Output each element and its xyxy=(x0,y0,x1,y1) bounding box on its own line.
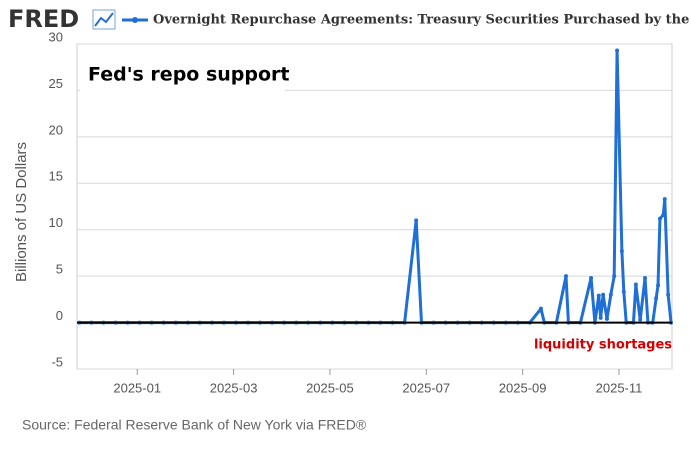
data-point xyxy=(414,218,419,223)
data-point xyxy=(604,316,609,321)
data-point xyxy=(608,292,613,297)
data-point xyxy=(612,274,617,279)
legend-label: Overnight Repurchase Agreements: Treasur… xyxy=(153,13,691,28)
plot-area xyxy=(76,43,673,370)
x-tick-label: 2025-09 xyxy=(499,380,547,395)
title-box xyxy=(80,57,285,91)
x-tick-label: 2025-05 xyxy=(306,380,354,395)
logo-icon xyxy=(92,9,116,30)
logo-icon-line xyxy=(94,12,114,27)
source: Source: Federal Reserve Bank of New York… xyxy=(22,417,367,433)
data-point xyxy=(596,293,601,298)
chart-title: Fed's repo support xyxy=(88,64,290,86)
x-tick-label: 2025-01 xyxy=(113,380,161,395)
data-point xyxy=(621,289,626,294)
data-point xyxy=(589,276,594,280)
data-point xyxy=(662,197,667,202)
data-point xyxy=(598,315,603,320)
x-tick-label: 2025-11 xyxy=(596,380,643,395)
y-tick-label: 5 xyxy=(56,262,63,277)
data-point xyxy=(538,306,543,311)
data-point xyxy=(633,282,638,287)
logo: FRED xyxy=(8,5,79,33)
data-point xyxy=(601,292,606,297)
x-tick-label: 2025-07 xyxy=(402,380,450,395)
y-tick-label: 15 xyxy=(49,169,63,184)
data-point xyxy=(619,249,624,254)
data-point xyxy=(666,292,671,297)
data-point xyxy=(656,283,661,288)
legend-swatch-dot xyxy=(132,17,138,23)
y-tick-label: 10 xyxy=(49,215,63,230)
data-point xyxy=(643,276,648,280)
y-tick-label: 20 xyxy=(49,122,63,137)
data-point xyxy=(615,48,620,53)
y-tick-label: 30 xyxy=(49,29,63,44)
y-axis-label: Billions of US Dollars xyxy=(13,142,30,282)
y-tick-label: -5 xyxy=(51,354,63,369)
data-point xyxy=(657,216,662,221)
data-point xyxy=(654,296,659,301)
data-point xyxy=(638,317,643,322)
y-tick-label: 25 xyxy=(49,76,63,91)
x-tick-label: 2025-03 xyxy=(210,380,258,395)
data-point xyxy=(661,212,666,217)
data-point xyxy=(564,274,569,279)
annotation: liquidity shortages xyxy=(534,338,672,353)
y-tick-label: 0 xyxy=(56,308,63,323)
